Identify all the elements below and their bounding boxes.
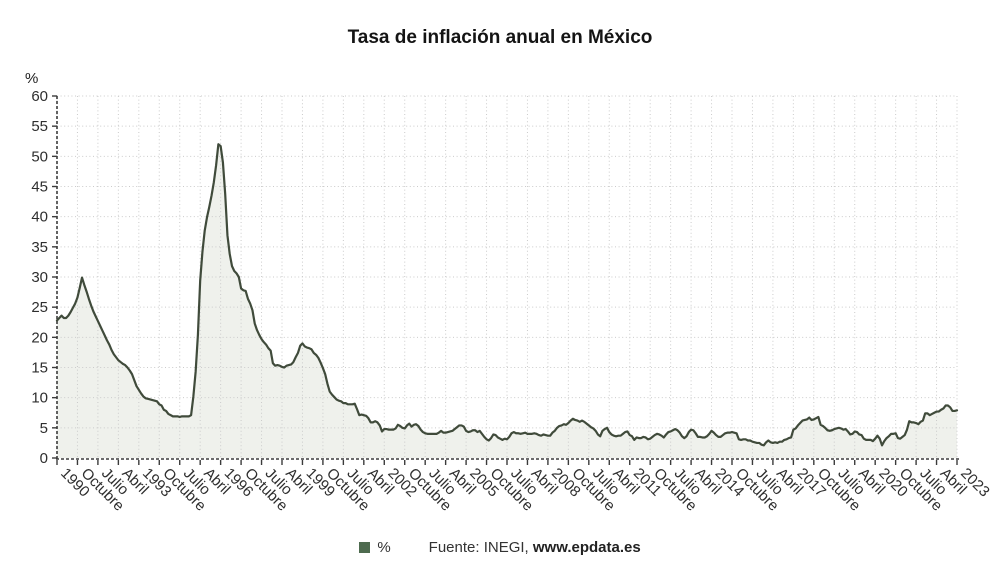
y-axis-label: 5 xyxy=(40,420,48,437)
y-axis-label: 40 xyxy=(31,209,48,226)
inflation-line xyxy=(55,143,959,447)
y-axis-label: 55 xyxy=(31,118,48,135)
y-axis-unit-label: % xyxy=(25,70,39,87)
y-axis-label: 25 xyxy=(31,299,48,316)
chart-legend: % Fuente: INEGI, www.epdata.es xyxy=(0,539,1000,556)
y-axis-label: 50 xyxy=(31,148,48,165)
y-axis-label: 10 xyxy=(31,390,48,407)
y-axis-label: 30 xyxy=(31,269,48,286)
legend-series-label: % xyxy=(377,539,391,556)
chart-title: Tasa de inflación anual en México xyxy=(347,27,653,48)
y-axis-label: 20 xyxy=(31,329,48,346)
y-axis-label: 15 xyxy=(31,360,48,377)
legend-swatch-icon xyxy=(359,542,371,553)
source-attribution: Fuente: INEGI, www.epdata.es xyxy=(429,539,641,556)
y-axis-label: 60 xyxy=(31,88,48,105)
y-axis-label: 35 xyxy=(31,239,48,256)
inflation-area-fill xyxy=(57,144,957,458)
source-site: www.epdata.es xyxy=(532,539,641,556)
y-axis-label: 0 xyxy=(40,450,48,467)
y-axis-label: 45 xyxy=(31,179,48,196)
source-prefix: Fuente: INEGI, xyxy=(428,539,533,556)
